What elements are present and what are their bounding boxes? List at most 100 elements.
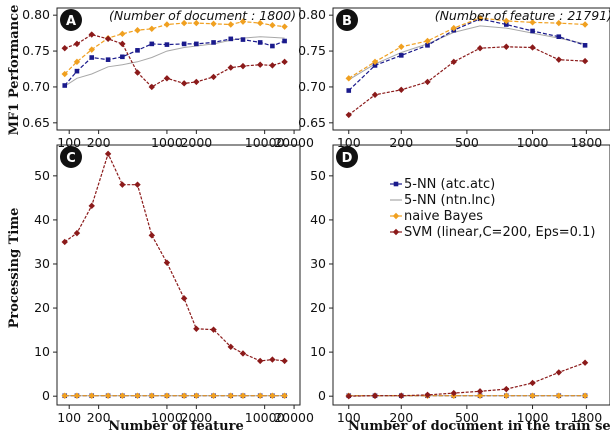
data-point bbox=[163, 392, 171, 399]
data-point bbox=[269, 392, 276, 399]
legend-marker bbox=[392, 228, 400, 236]
series-bayes bbox=[345, 14, 589, 82]
series-svm bbox=[61, 31, 288, 91]
data-point bbox=[88, 31, 95, 38]
data-point bbox=[104, 150, 112, 158]
data-point bbox=[88, 46, 95, 53]
data-point bbox=[503, 385, 510, 393]
data-point bbox=[555, 19, 563, 27]
data-point bbox=[227, 64, 234, 71]
y-tick-label: 50 bbox=[34, 168, 50, 183]
data-point bbox=[180, 295, 188, 302]
data-point bbox=[119, 392, 126, 399]
y-tick-label: 0.80 bbox=[298, 7, 326, 22]
series-svm bbox=[61, 150, 288, 365]
data-point bbox=[503, 392, 510, 399]
data-point bbox=[581, 21, 589, 28]
data-point bbox=[346, 88, 352, 93]
data-point bbox=[193, 78, 200, 86]
data-point bbox=[61, 70, 68, 78]
data-point bbox=[529, 19, 536, 26]
data-point bbox=[180, 19, 188, 27]
data-point bbox=[181, 41, 187, 47]
data-point bbox=[556, 34, 562, 40]
data-point bbox=[371, 91, 379, 99]
data-point bbox=[119, 40, 126, 48]
panel-badge-label: A bbox=[66, 14, 76, 29]
legend-label: SVM (linear,C=200, Eps=0.1) bbox=[404, 225, 595, 240]
series-line bbox=[64, 20, 285, 75]
data-point bbox=[398, 392, 405, 399]
data-point bbox=[193, 325, 200, 332]
data-point bbox=[61, 392, 68, 399]
data-point bbox=[148, 232, 155, 239]
data-point bbox=[105, 57, 111, 62]
data-point bbox=[424, 391, 431, 399]
y-tick-label: 40 bbox=[310, 212, 326, 227]
data-point bbox=[163, 21, 171, 28]
x-tick-label: 200 bbox=[389, 410, 413, 425]
x-tick-label: 1000 bbox=[517, 410, 549, 425]
data-point bbox=[476, 44, 484, 52]
data-point bbox=[62, 83, 68, 88]
x-tick-label: 10000 bbox=[245, 410, 285, 425]
data-point bbox=[582, 43, 588, 48]
y-tick-label: 0.65 bbox=[298, 115, 326, 130]
panel-badge-label: C bbox=[66, 151, 76, 166]
data-point bbox=[555, 56, 563, 63]
data-point bbox=[269, 22, 276, 29]
data-point bbox=[240, 37, 246, 42]
data-point bbox=[180, 80, 188, 87]
data-point bbox=[210, 326, 217, 333]
x-tick-label: 200 bbox=[389, 135, 413, 150]
legend-entry: SVM (linear,C=200, Eps=0.1) bbox=[390, 225, 595, 240]
data-point bbox=[282, 38, 287, 44]
data-point bbox=[450, 24, 457, 32]
series-line bbox=[348, 25, 586, 81]
legend: 5-NN (atc.atc)5-NN (ntn.lnc)naive BayesS… bbox=[390, 177, 595, 240]
data-point bbox=[529, 379, 536, 387]
data-point bbox=[134, 27, 141, 34]
series-line bbox=[348, 17, 586, 79]
data-point bbox=[164, 42, 170, 47]
plot-frame bbox=[332, 7, 610, 131]
data-point bbox=[211, 40, 216, 45]
data-point bbox=[149, 41, 155, 47]
y-tick-label: 40 bbox=[34, 212, 50, 227]
data-point bbox=[345, 392, 352, 400]
data-point bbox=[239, 392, 247, 399]
panel-annotation: (Number of feature : 21791) bbox=[435, 8, 610, 23]
data-point bbox=[450, 389, 457, 397]
x-tick-label: 500 bbox=[455, 410, 479, 425]
data-point bbox=[503, 22, 509, 27]
data-point bbox=[119, 30, 126, 38]
data-point bbox=[73, 229, 81, 237]
data-point bbox=[134, 392, 141, 399]
data-point bbox=[503, 43, 510, 50]
y-tick-label: 30 bbox=[310, 256, 326, 271]
data-point bbox=[180, 392, 188, 399]
x-tick-label: 10000 bbox=[245, 135, 285, 150]
data-point bbox=[239, 62, 247, 70]
data-point bbox=[73, 58, 81, 66]
series-knn_ntn bbox=[64, 36, 285, 87]
x-tick-label: 100 bbox=[57, 135, 81, 150]
panel-badge-label: B bbox=[342, 14, 352, 29]
data-point bbox=[210, 73, 217, 81]
series-line bbox=[348, 362, 586, 397]
data-point bbox=[345, 75, 352, 82]
y-tick-label: 30 bbox=[34, 256, 50, 271]
data-point bbox=[88, 392, 95, 399]
x-tick-label: 20000 bbox=[274, 135, 314, 150]
y-tick-label: 0.70 bbox=[298, 79, 326, 94]
y-tick-label: 0 bbox=[318, 388, 326, 403]
panel-badge bbox=[336, 146, 358, 168]
plot-frame bbox=[56, 7, 301, 131]
x-tick-label: 200 bbox=[87, 410, 111, 425]
data-point bbox=[135, 48, 140, 53]
x-tick-label: 500 bbox=[455, 135, 479, 150]
data-point bbox=[555, 392, 563, 399]
legend-entry: 5-NN (ntn.lnc) bbox=[390, 193, 495, 208]
